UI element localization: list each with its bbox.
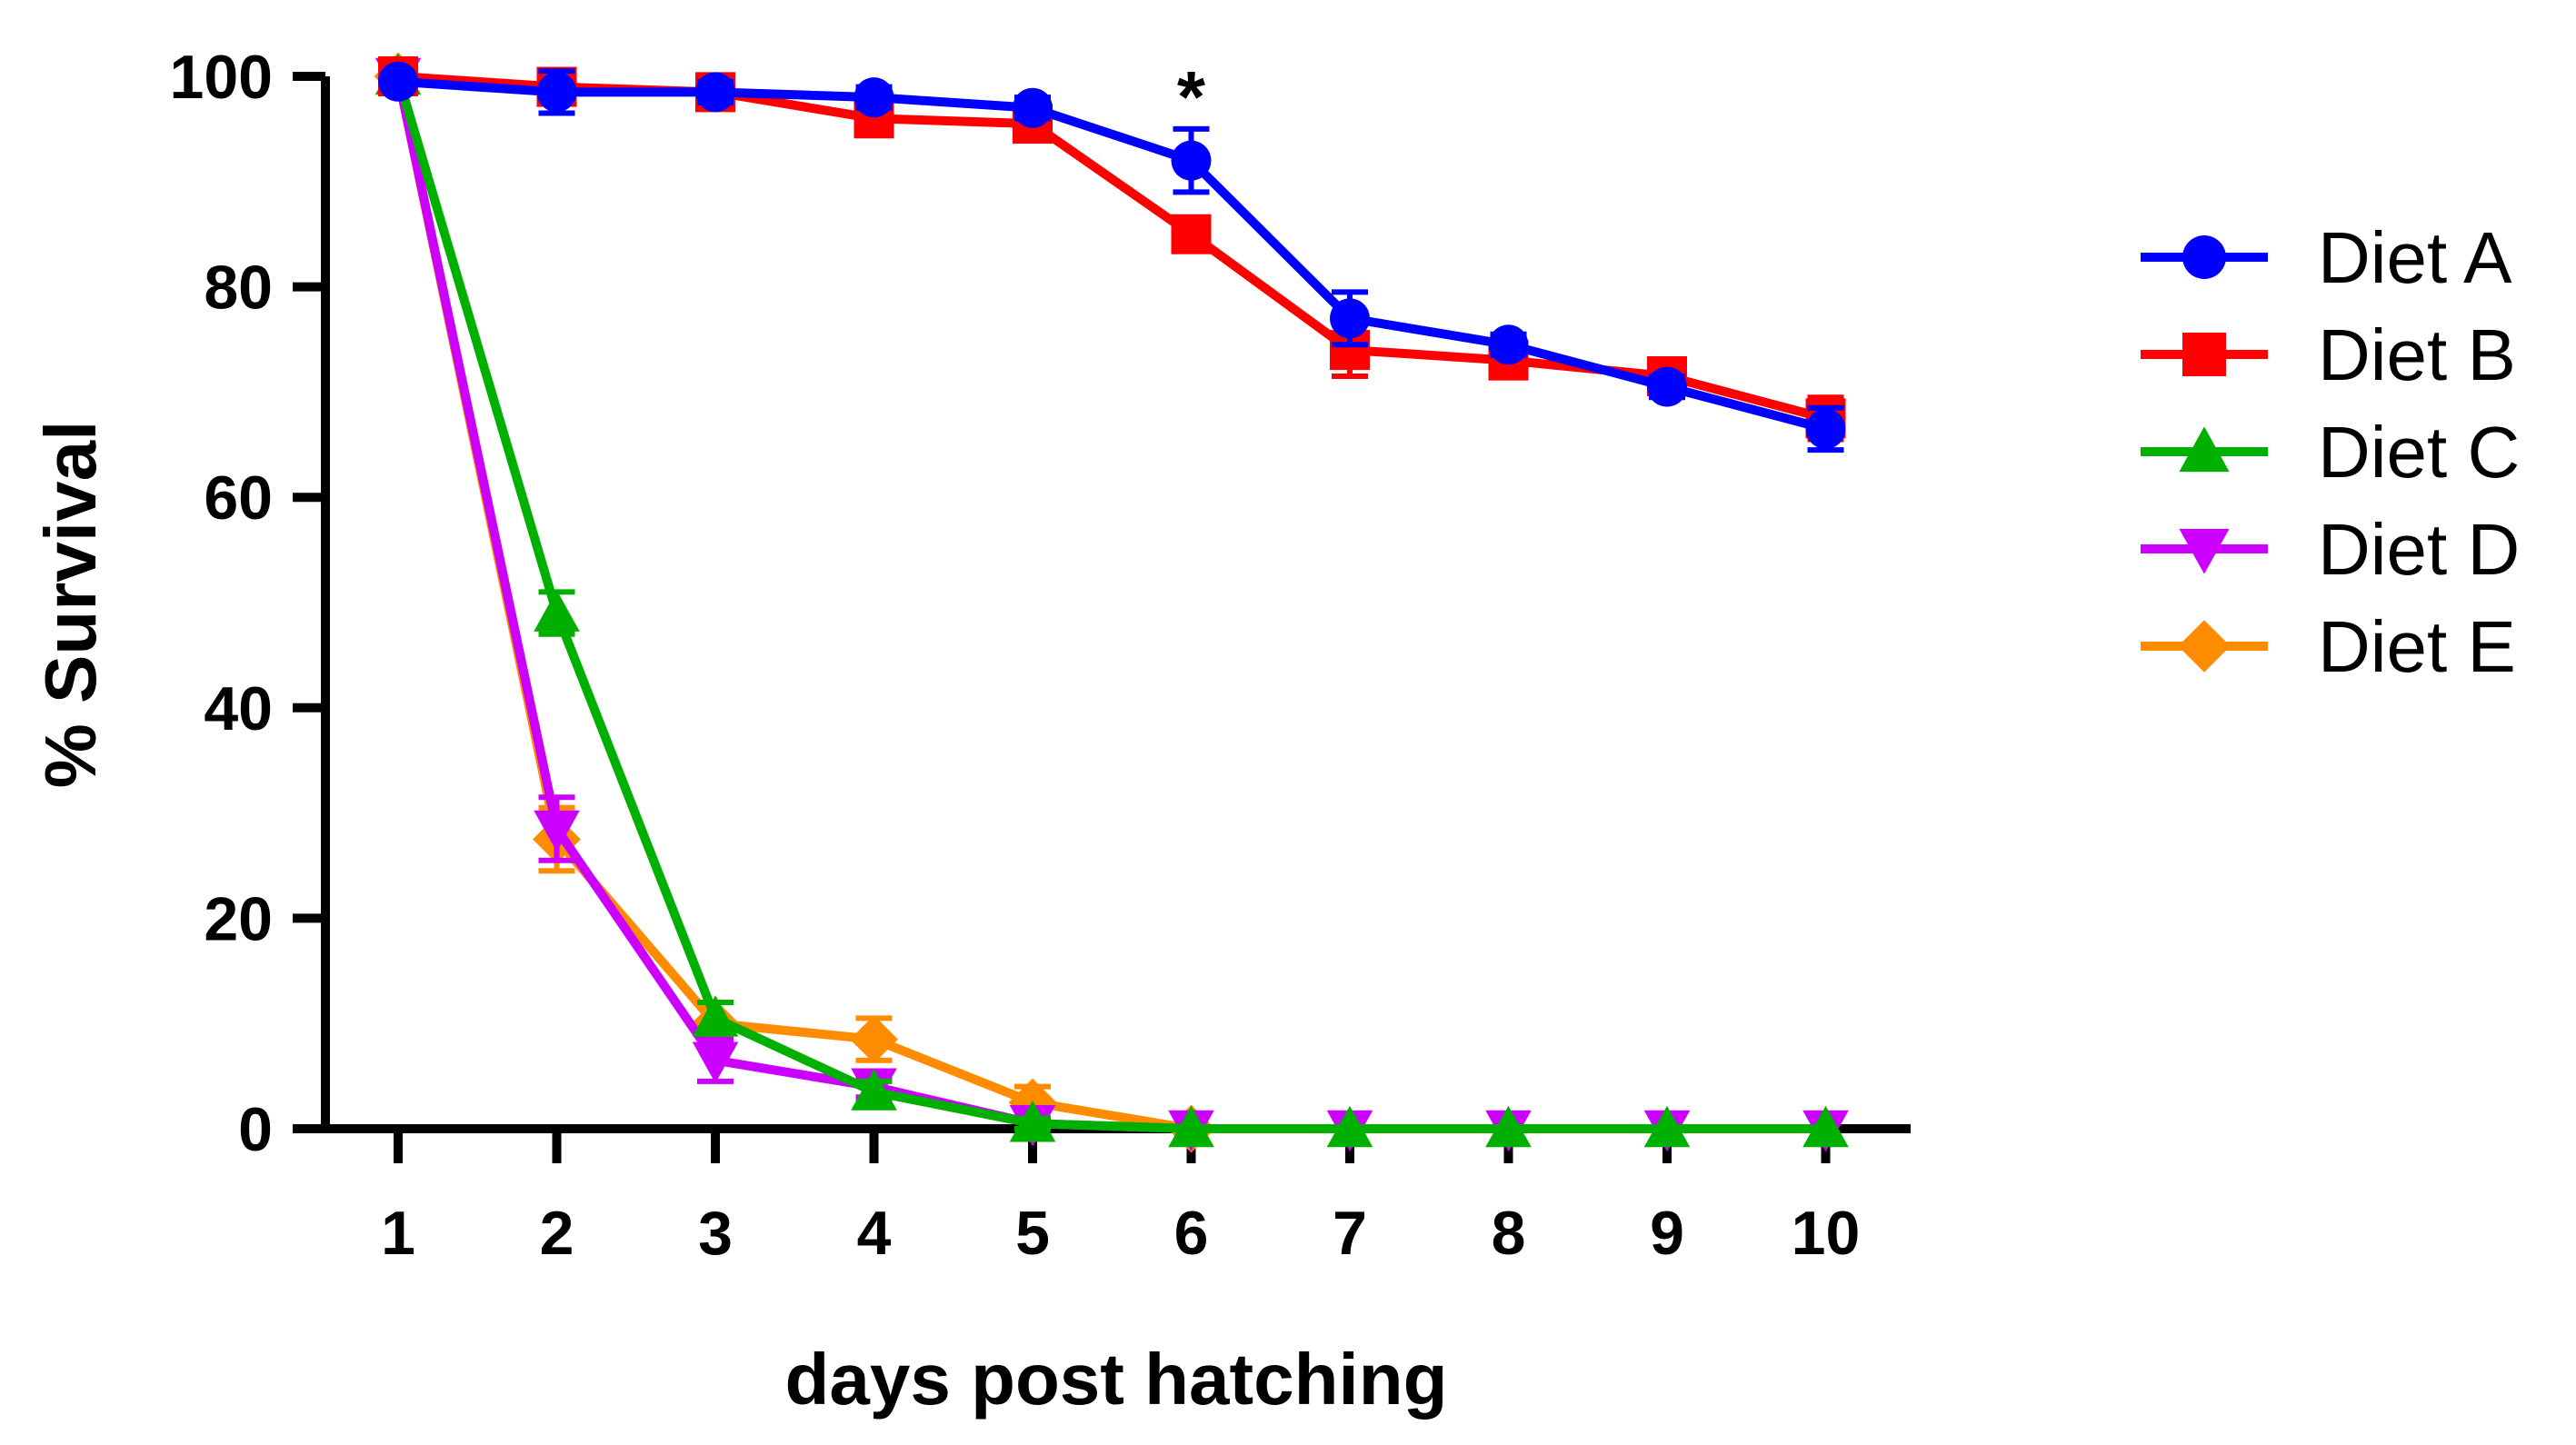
y-tick-label: 0 (238, 1095, 273, 1164)
diet-b-line (397, 72, 1827, 424)
diet-a-point (378, 61, 418, 102)
y-tick-label: 100 (170, 43, 273, 112)
x-tick-label: 10 (1792, 1199, 1861, 1268)
diet-d-point (692, 1041, 739, 1084)
diet-c-point (1168, 1105, 1214, 1148)
legend-label: Diet A (2318, 217, 2512, 298)
legend-label: Diet C (2318, 412, 2520, 493)
x-tick-label: 3 (698, 1199, 733, 1268)
diet-c-point (1643, 1105, 1691, 1148)
x-tick-label: 5 (1015, 1199, 1050, 1268)
legend-item-diet-d: Diet D (2141, 509, 2520, 590)
diet-e-line (394, 75, 1193, 1133)
legend-swatch-marker (2179, 528, 2230, 574)
legend: Diet A Diet B Diet C Diet D Diet E (2141, 217, 2520, 687)
x-tick-label: 7 (1333, 1199, 1367, 1268)
series-diet-c (374, 53, 1849, 1148)
y-tick-label: 40 (204, 674, 273, 743)
diet-d-point (534, 810, 580, 852)
legend-label: Diet B (2318, 314, 2516, 395)
x-tick-label: 4 (857, 1199, 892, 1268)
legend-label: Diet D (2318, 509, 2520, 590)
x-tick-label: 2 (540, 1199, 574, 1268)
diet-a-point (1488, 324, 1529, 365)
series (374, 52, 1849, 1153)
diet-c-point (851, 1069, 897, 1111)
diet-e-point (850, 1015, 898, 1063)
diet-c-point (1326, 1105, 1373, 1148)
x-tick-label: 6 (1174, 1199, 1209, 1268)
x-tick-label: 1 (381, 1199, 415, 1268)
diet-a-point (1647, 366, 1687, 407)
legend-item-diet-b: Diet B (2141, 314, 2516, 395)
y-axis-title: % Survival (30, 421, 111, 789)
diet-c-point (1009, 1100, 1056, 1142)
diet-b-point (1171, 214, 1212, 254)
legend-item-diet-a: Diet A (2141, 217, 2512, 298)
legend-label: Diet E (2318, 606, 2516, 687)
legend-swatch-marker (2182, 235, 2226, 279)
x-axis-title: days post hatching (785, 1339, 1448, 1420)
series-diet-d (374, 57, 1849, 1152)
series-diet-b (378, 56, 1846, 443)
ticks: 0 20 40 60 80 100 1 2 3 4 5 6 7 8 9 10 (170, 43, 1861, 1268)
diet-c-point (692, 995, 739, 1037)
diet-c-point (1485, 1105, 1532, 1148)
series-diet-e (374, 52, 1215, 1153)
significance-annotation: * (1177, 56, 1206, 137)
diet-c-point (534, 590, 580, 632)
diet-a-point (1171, 140, 1212, 181)
diet-a-point (854, 77, 894, 118)
diet-a-point (1805, 408, 1846, 449)
x-tick-label: 8 (1492, 1199, 1526, 1268)
legend-swatch-marker (2179, 426, 2230, 473)
diet-c-line (394, 75, 1826, 1133)
legend-item-diet-c: Diet C (2141, 412, 2520, 493)
diet-c-point (1802, 1105, 1849, 1148)
diet-d-line (394, 75, 1826, 1133)
series-diet-a (378, 61, 1846, 453)
legend-swatch-marker (2182, 333, 2226, 376)
diet-a-line (397, 76, 1827, 434)
diet-a-point (1013, 87, 1053, 128)
legend-item-diet-e: Diet E (2141, 606, 2516, 687)
diet-a-point (536, 72, 577, 113)
diet-a-point (695, 72, 735, 113)
y-tick-label: 20 (204, 884, 273, 953)
y-tick-label: 80 (204, 254, 273, 323)
legend-swatch-marker (2178, 620, 2231, 673)
x-tick-label: 9 (1650, 1199, 1684, 1268)
diet-a-point (1330, 298, 1370, 339)
y-tick-label: 60 (204, 463, 273, 533)
